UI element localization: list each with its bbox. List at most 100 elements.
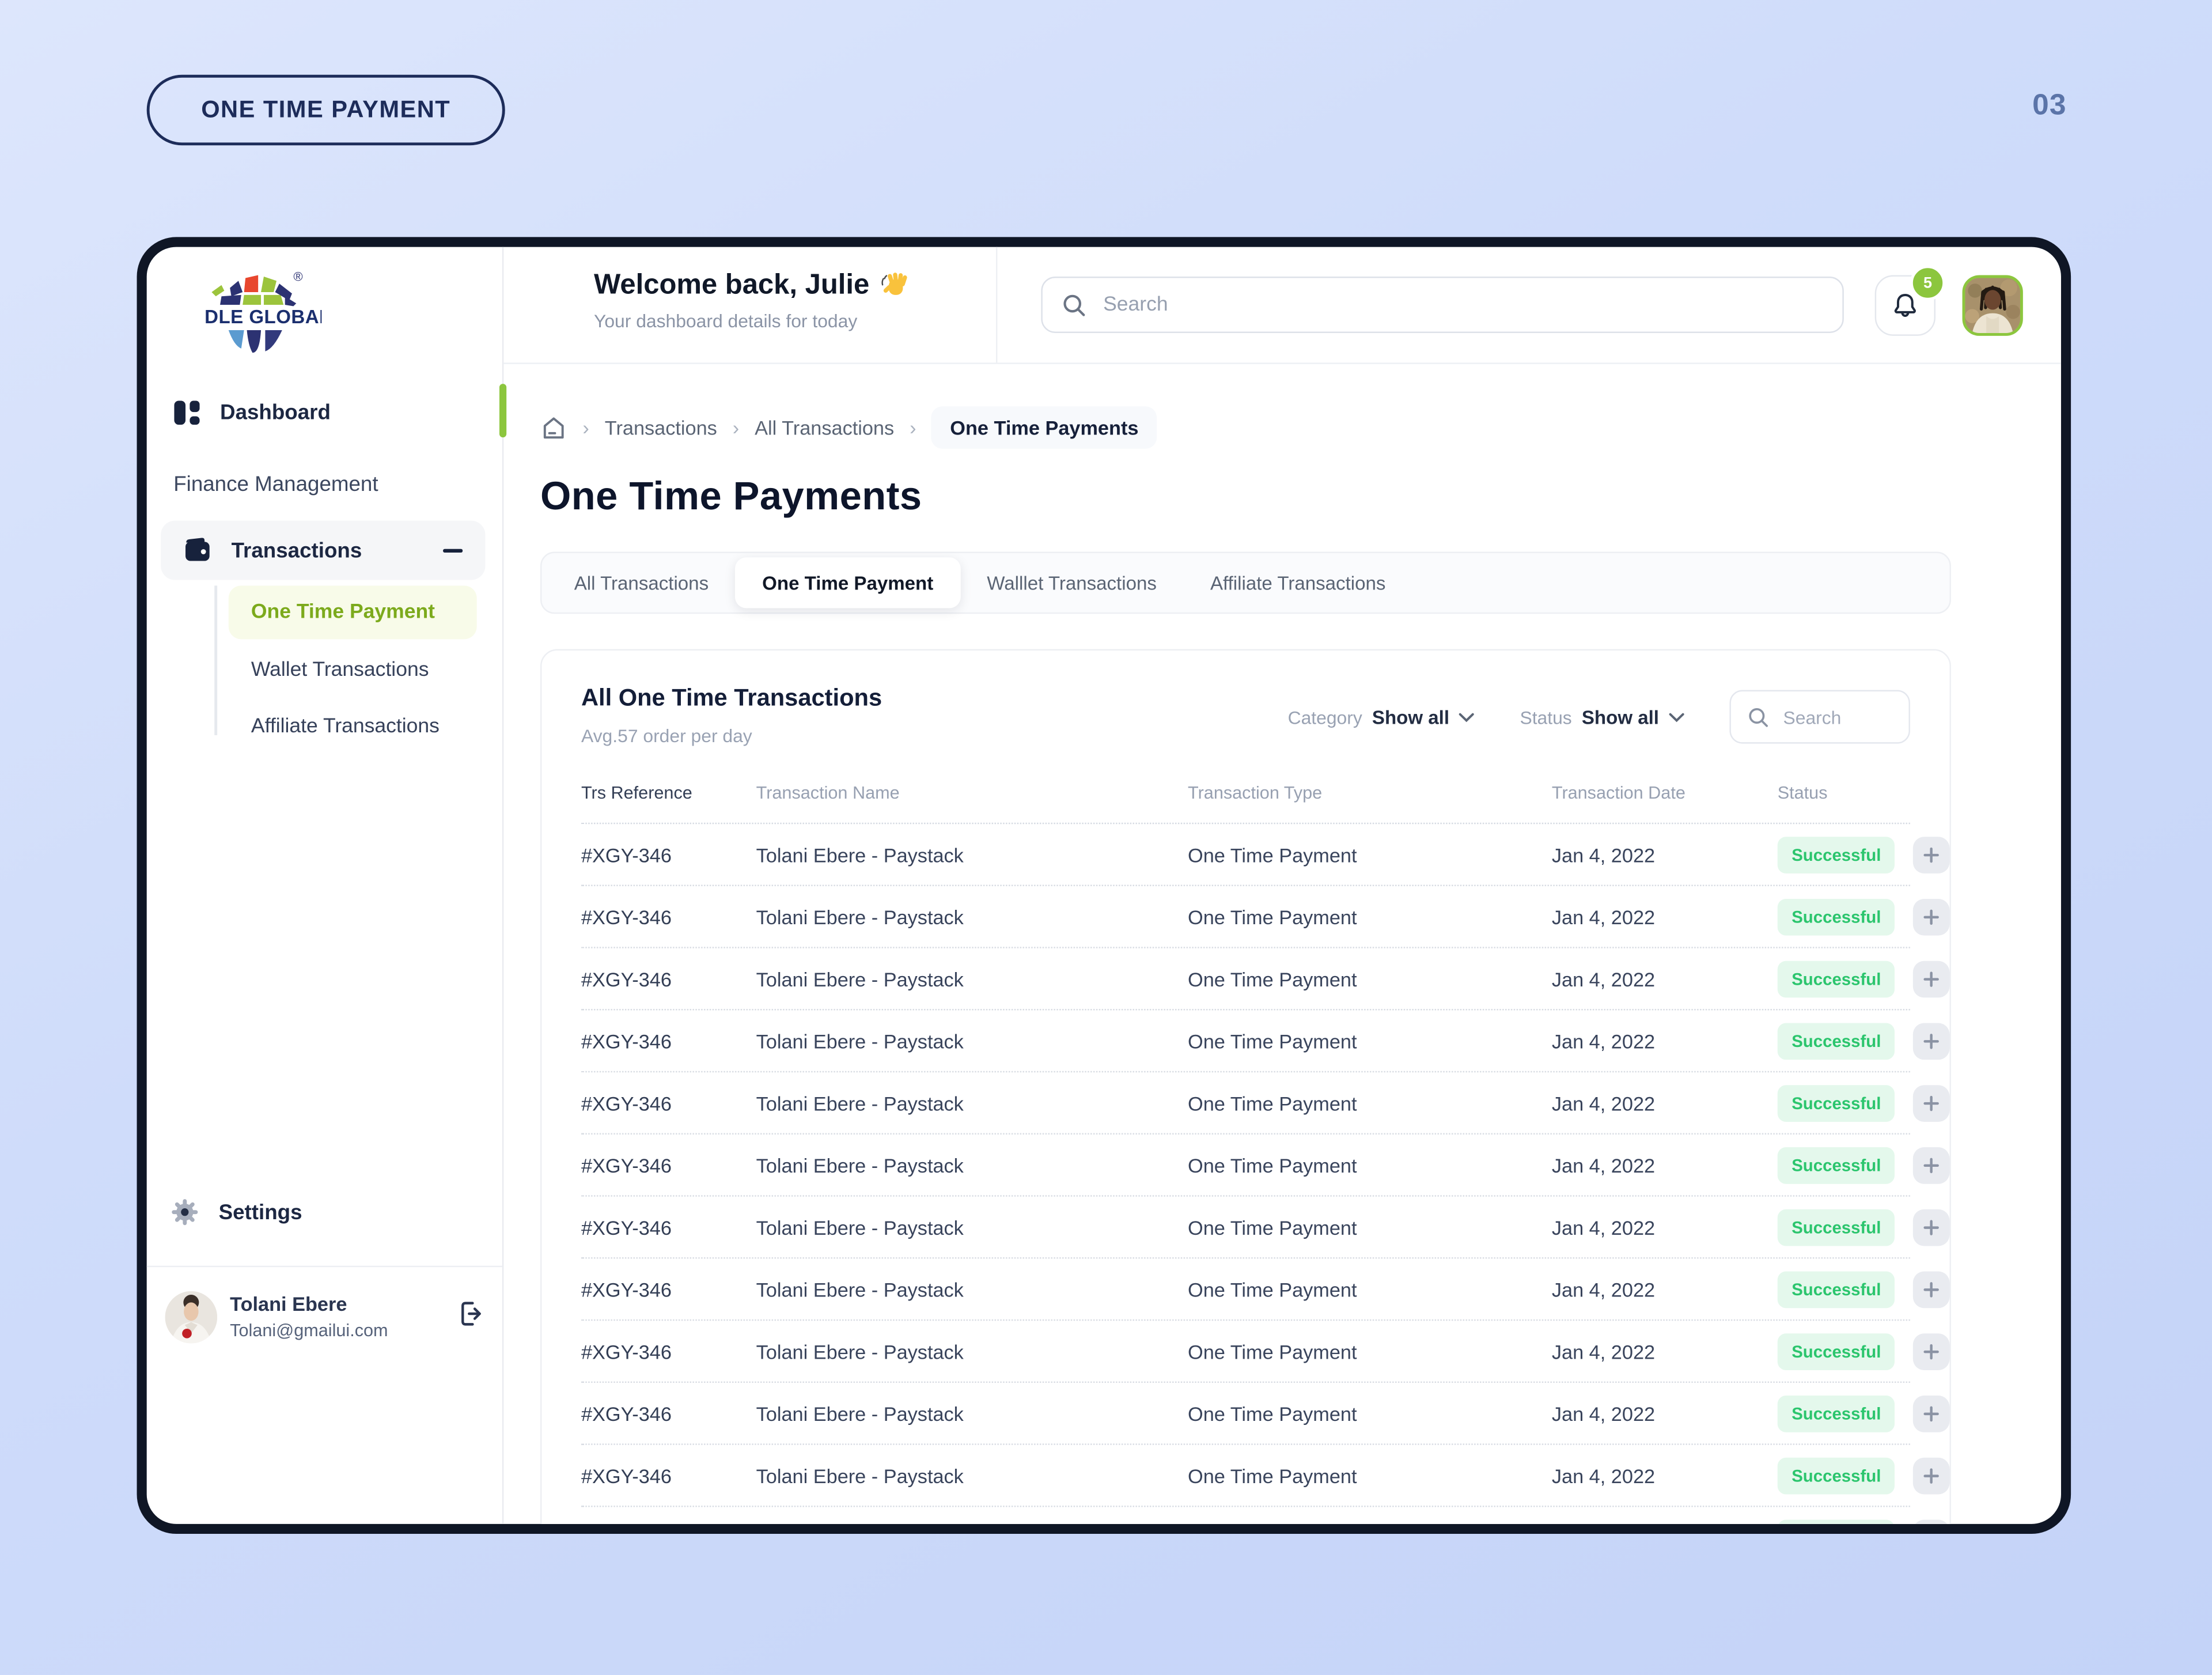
- table-row: #XGY-346 Tolani Ebere - Paystack One Tim…: [581, 1135, 1950, 1197]
- table-search-input[interactable]: [1780, 705, 1885, 729]
- row-transaction-name: Tolani Ebere - Paystack: [756, 905, 964, 928]
- row-expand-button[interactable]: [1912, 1394, 1950, 1432]
- breadcrumb-all-transactions[interactable]: All Transactions: [755, 416, 895, 439]
- plus-icon: [1923, 1156, 1940, 1173]
- tab-one-time-payment[interactable]: One Time Payment: [735, 557, 960, 608]
- row-expand-button[interactable]: [1912, 1208, 1950, 1246]
- row-transaction-type: One Time Payment: [1188, 1402, 1357, 1425]
- plus-icon: [1923, 846, 1940, 863]
- sidebar-subitem-one-time-payment[interactable]: One Time Payment: [228, 585, 477, 640]
- sidebar-item-label: Dashboard: [220, 400, 331, 425]
- content-area: › Transactions › All Transactions › One …: [503, 364, 2061, 1524]
- brand-logo: DLE GLOBAL ®: [200, 267, 321, 357]
- tab-wallet-transactions[interactable]: Walllet Transactions: [987, 572, 1157, 593]
- sidebar-item-label: Transactions: [231, 538, 362, 562]
- row-expand-button[interactable]: [1912, 1271, 1950, 1307]
- table-row: #XGY-346 Tolani Ebere - Paystack One Tim…: [581, 948, 1950, 1011]
- row-transaction-type: One Time Payment: [1188, 1215, 1357, 1238]
- plus-icon: [1923, 1032, 1940, 1049]
- sidebar-item-label: Finance Management: [173, 472, 378, 497]
- status-badge: Successful: [1777, 1519, 1895, 1524]
- row-trs-reference: #XGY-346: [581, 1464, 672, 1487]
- row-transaction-type: One Time Payment: [1188, 843, 1357, 866]
- status-filter[interactable]: Status Show all: [1520, 706, 1684, 727]
- row-transaction-name: Tolani Ebere - Paystack: [756, 1340, 964, 1363]
- table-row: #XGY-346 Tolani Ebere - Paystack One Tim…: [581, 886, 1950, 948]
- row-expand-button[interactable]: [1912, 1333, 1950, 1370]
- tab-all-transactions[interactable]: All Transactions: [574, 572, 709, 593]
- profile-avatar[interactable]: [1962, 275, 2023, 336]
- breadcrumb-transactions[interactable]: Transactions: [604, 416, 717, 439]
- row-transaction-type: One Time Payment: [1188, 1091, 1357, 1114]
- row-trs-reference: #XGY-346: [581, 843, 672, 866]
- collapse-minus-icon[interactable]: [442, 548, 463, 552]
- status-badge: Successful: [1777, 1022, 1895, 1059]
- waving-hand-icon: [881, 270, 912, 301]
- sidebar-subitem-label: Wallet Transactions: [251, 659, 429, 682]
- status-badge: Successful: [1777, 1271, 1895, 1307]
- row-trs-reference: #XGY-346: [581, 1029, 672, 1052]
- transaction-tabs: All Transactions One Time Payment Wallle…: [540, 551, 1951, 614]
- row-expand-button[interactable]: [1912, 898, 1950, 935]
- row-transaction-name: Tolani Ebere - Paystack: [756, 1464, 964, 1487]
- logout-icon: [456, 1300, 484, 1328]
- user-email: Tolani@gmailui.com: [230, 1321, 388, 1341]
- sidebar-item-transactions[interactable]: Transactions: [161, 520, 486, 580]
- page-title: One Time Payments: [540, 474, 922, 518]
- table-row: #XGY-346 Tolani Ebere - Paystack One Tim…: [581, 824, 1950, 886]
- row-expand-button[interactable]: [1912, 1457, 1950, 1494]
- main-area: Welcome back, Julie: [503, 247, 2061, 1524]
- home-icon[interactable]: [540, 414, 567, 441]
- row-expand-button[interactable]: [1912, 1022, 1950, 1059]
- tab-affiliate-transactions[interactable]: Affiliate Transactions: [1210, 572, 1386, 593]
- search-icon: [1748, 706, 1769, 728]
- svg-text:®: ®: [293, 269, 302, 283]
- sidebar-item-label: Settings: [218, 1200, 302, 1224]
- notifications-button[interactable]: 5: [1874, 265, 1946, 336]
- row-transaction-name: Tolani Ebere - Paystack: [756, 1029, 964, 1052]
- plus-icon: [1923, 1219, 1940, 1235]
- sidebar-item-settings[interactable]: Settings: [171, 1198, 302, 1226]
- plus-icon: [1923, 1343, 1940, 1359]
- row-transaction-date: Jan 4, 2022: [1551, 1029, 1656, 1052]
- sidebar-subitem-affiliate-transactions[interactable]: Affiliate Transactions: [251, 716, 440, 738]
- row-expand-button[interactable]: [1912, 1519, 1950, 1524]
- card-subtitle: Avg.57 order per day: [581, 725, 752, 747]
- table-row: #XGY-346 Tolani Ebere - Paystack One Tim…: [581, 1321, 1950, 1383]
- table-row: #XGY-346 Tolani Ebere - Paystack One Tim…: [581, 1383, 1950, 1445]
- row-transaction-type: One Time Payment: [1154, 1526, 1501, 1534]
- status-badge: Successful: [1777, 1146, 1895, 1184]
- row-transaction-type: One Time Payment: [1188, 1464, 1357, 1487]
- row-transaction-date: Jan 4, 2022: [1551, 1091, 1656, 1114]
- global-search: [1041, 277, 1844, 333]
- row-transaction-name: Tolani Ebere - Paystack: [756, 843, 964, 866]
- status-badge: Successful: [1777, 1333, 1895, 1370]
- search-input[interactable]: [1100, 292, 1823, 318]
- breadcrumb-one-time-payments[interactable]: One Time Payments: [931, 406, 1157, 449]
- row-transaction-type: One Time Payment: [1188, 905, 1357, 928]
- row-expand-button[interactable]: [1912, 836, 1950, 873]
- table-row: #XGY-346 Tolani Ebere - Paystack One Tim…: [581, 1258, 1950, 1321]
- row-trs-reference: #XGY-346: [581, 1340, 672, 1363]
- row-transaction-name: Tolani Ebere - Paystack: [756, 1402, 964, 1425]
- table-row: #XGY-346 Tolani Ebere - Paystack One Tim…: [581, 1010, 1950, 1073]
- globe-logo-icon: DLE GLOBAL ®: [204, 269, 321, 353]
- page-tag-label: ONE TIME PAYMENT: [201, 96, 451, 123]
- row-transaction-date: Jan 4, 2022: [1551, 1154, 1656, 1177]
- row-transaction-date: Jan 4, 2022: [1551, 905, 1656, 928]
- category-filter[interactable]: Category Show all: [1288, 706, 1475, 727]
- sidebar-subitem-wallet-transactions[interactable]: Wallet Transactions: [251, 659, 429, 682]
- svg-text:DLE GLOBAL: DLE GLOBAL: [204, 307, 321, 328]
- user-name: Tolani Ebere: [230, 1292, 347, 1315]
- welcome-block: Welcome back, Julie: [594, 270, 912, 332]
- sidebar-item-finance-management[interactable]: Finance Management: [173, 472, 378, 497]
- col-trs-reference: Trs Reference: [581, 783, 692, 803]
- row-expand-button[interactable]: [1912, 1084, 1950, 1121]
- row-expand-button[interactable]: [1912, 1146, 1950, 1184]
- top-header: Welcome back, Julie: [503, 247, 2061, 364]
- sidebar-item-dashboard[interactable]: Dashboard: [173, 399, 331, 426]
- logout-button[interactable]: [456, 1300, 484, 1328]
- row-trs-reference: #XGY-346: [581, 1402, 672, 1425]
- row-expand-button[interactable]: [1912, 960, 1950, 997]
- row-transaction-date: Jan 4, 2022: [1551, 843, 1656, 866]
